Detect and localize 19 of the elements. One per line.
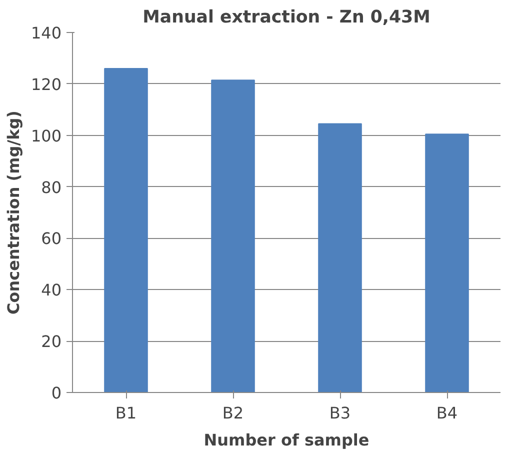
x-tick-label: B3 [329, 404, 351, 422]
y-axis-title: Concentration (mg/kg) [4, 110, 23, 314]
x-axis-title: Number of sample [204, 430, 370, 450]
bar [104, 68, 148, 392]
x-tick-label: B1 [115, 404, 137, 422]
y-tick-label: 20 [41, 332, 62, 352]
y-tick-label: 80 [41, 178, 62, 197]
y-tick-label: 140 [30, 24, 62, 42]
bar [318, 123, 362, 392]
y-tick-label: 60 [41, 229, 62, 248]
x-tick-label: B4 [436, 404, 458, 422]
chart-title: Manual extraction - Zn 0,43M [142, 8, 430, 28]
y-tick-label: 0 [51, 384, 62, 402]
bar [211, 80, 255, 392]
y-tick-label: 120 [30, 74, 62, 94]
y-tick-label: 40 [41, 280, 62, 300]
x-tick-label: B2 [222, 404, 244, 422]
bar [425, 134, 469, 392]
y-tick-label: 100 [30, 126, 62, 146]
